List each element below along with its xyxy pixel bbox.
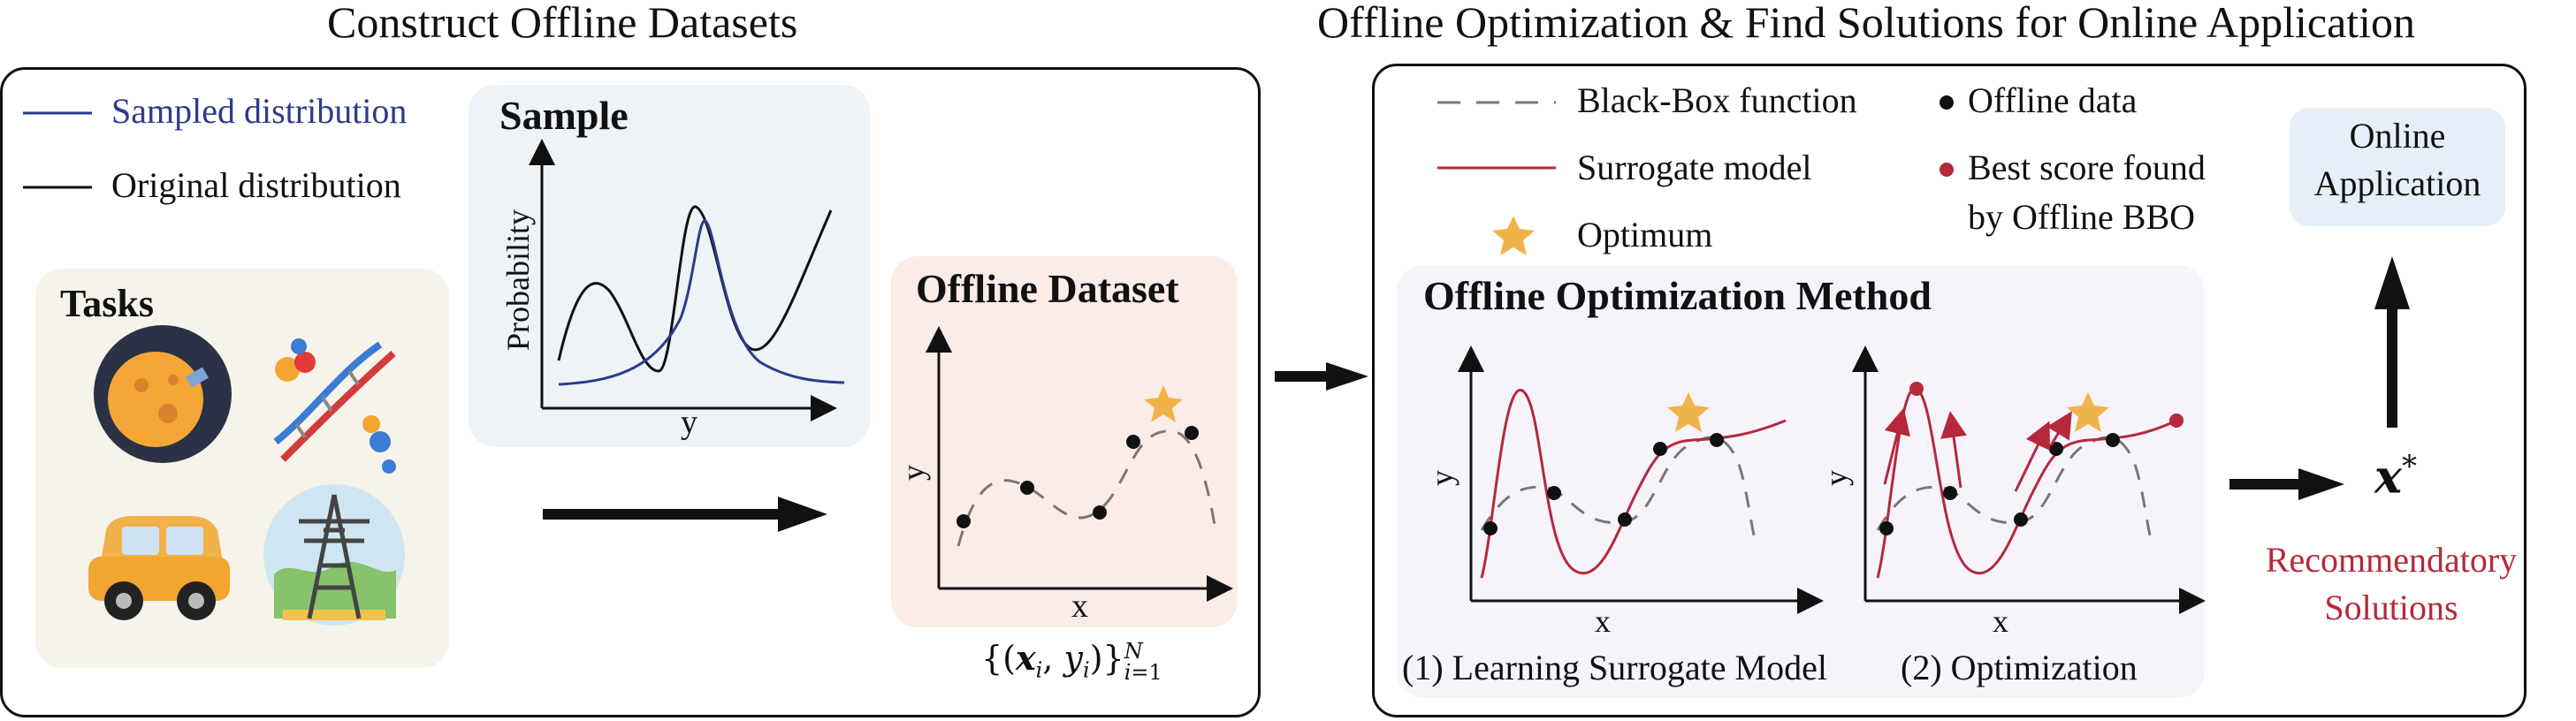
legend-sampled-label: Sampled distribution <box>111 91 408 131</box>
planet-icon <box>94 325 232 463</box>
plot1-caption: (1) Learning Surrogate Model <box>1402 648 1827 687</box>
tasks-title: Tasks <box>60 282 155 325</box>
legend-offline-data-label: Offline data <box>1968 80 2138 120</box>
online-application-box <box>2290 108 2505 226</box>
legend-best-line1: Best score found <box>1968 148 2206 187</box>
solution-symbol: x* <box>2374 449 2418 505</box>
method-box <box>1397 265 2205 698</box>
online-line2: Application <box>2313 163 2481 203</box>
car-icon <box>88 516 230 620</box>
plot1-xlabel: x <box>1595 603 1611 639</box>
right-heading: Offline Optimization & Find Solutions fo… <box>1317 0 2416 47</box>
legend-surrogate-label: Surrogate model <box>1577 148 1812 187</box>
legend-optimum-label: Optimum <box>1577 215 1713 254</box>
dataset-title: Offline Dataset <box>916 266 1179 311</box>
sample-xlabel: y <box>681 404 697 441</box>
method-title: Offline Optimization Method <box>1423 273 1932 318</box>
legend-blackbox-label: Black-Box function <box>1577 80 1857 120</box>
plot2-xlabel: x <box>1993 603 2008 639</box>
plot2-caption: (2) Optimization <box>1901 648 2138 687</box>
dataset-box <box>891 256 1238 627</box>
sample-title: Sample <box>499 93 629 138</box>
online-line1: Online <box>2349 116 2446 156</box>
dna-molecule-icon <box>273 338 396 474</box>
legend-original-label: Original distribution <box>111 165 401 205</box>
power-tower-icon <box>263 484 405 626</box>
solution-line1: Recommendatory <box>2265 540 2518 580</box>
solution-line2: Solutions <box>2324 588 2458 627</box>
left-heading: Construct Offline Datasets <box>327 0 798 47</box>
dataset-xlabel: x <box>1071 588 1088 625</box>
legend-best-line2: by Offline BBO <box>1968 197 2196 237</box>
